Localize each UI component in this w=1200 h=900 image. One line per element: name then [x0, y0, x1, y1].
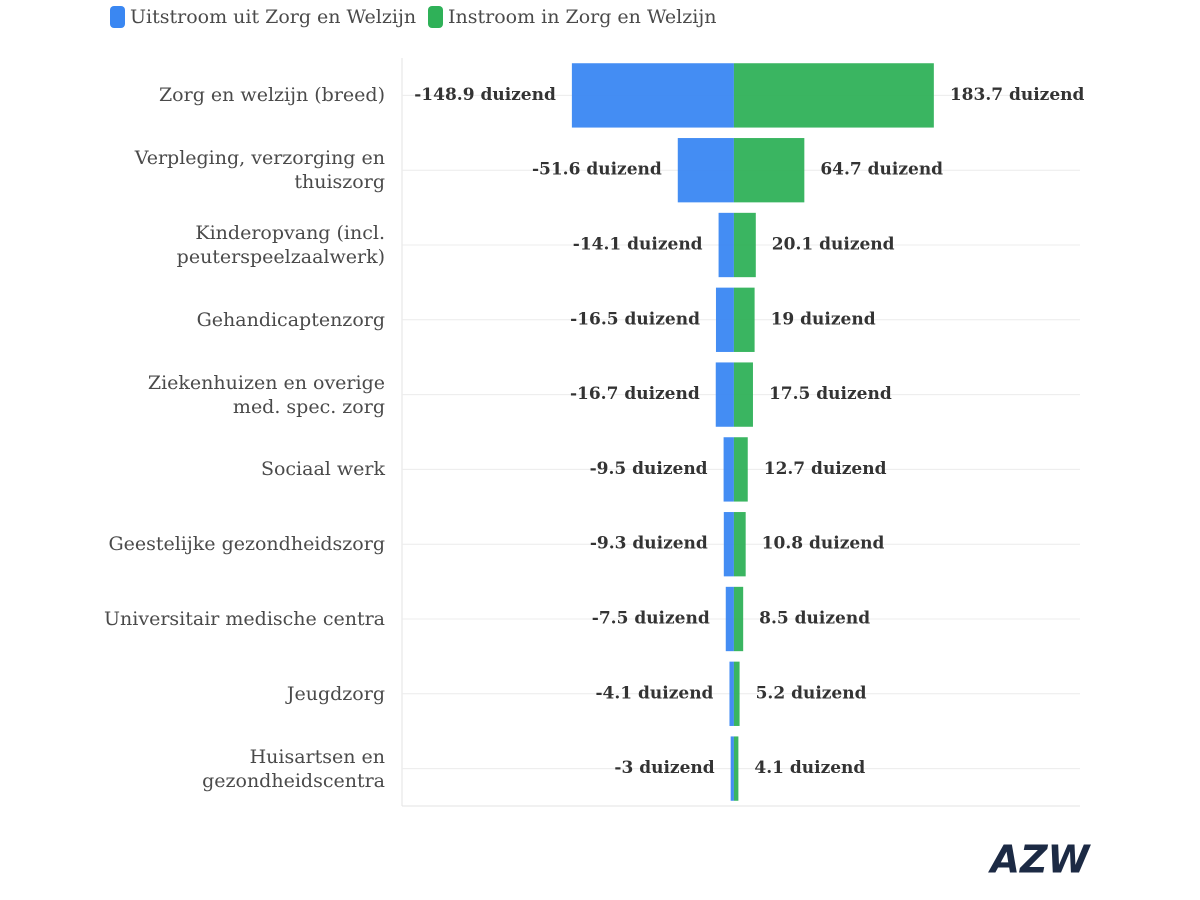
value-label: -7.5 duizend — [592, 609, 710, 629]
category-label: Gehandicaptenzorg — [196, 308, 385, 331]
bar — [733, 362, 753, 427]
category-label: Sociaal werk — [260, 458, 385, 481]
bar — [725, 586, 734, 652]
bar — [733, 138, 805, 203]
category-label: Geestelijke gezondheidszorg — [108, 533, 385, 556]
value-label: 19 duizend — [771, 309, 876, 329]
bar — [733, 437, 748, 502]
category-label: Jeugdzorg — [286, 682, 385, 705]
value-label: 4.1 duizend — [754, 758, 865, 778]
legend-item: Uitstroom uit Zorg en Welzijn — [110, 6, 416, 28]
value-label: 5.2 duizend — [756, 683, 867, 703]
legend-swatch — [110, 6, 125, 28]
legend-swatch — [428, 6, 443, 28]
bar — [571, 63, 734, 128]
bar — [733, 212, 756, 278]
value-label: -148.9 duizend — [414, 85, 556, 105]
bar — [715, 287, 734, 352]
bar — [733, 736, 739, 801]
bar — [730, 736, 734, 801]
bar — [733, 586, 744, 652]
bar — [723, 512, 734, 577]
value-label: 12.7 duizend — [764, 459, 887, 479]
value-label: -9.3 duizend — [590, 534, 708, 554]
legend-label: Instroom in Zorg en Welzijn — [448, 6, 717, 28]
value-label: 10.8 duizend — [762, 534, 885, 554]
value-label: 20.1 duizend — [772, 235, 895, 255]
legend-label: Uitstroom uit Zorg en Welzijn — [130, 6, 417, 28]
bar — [723, 437, 734, 502]
value-label: 8.5 duizend — [759, 609, 870, 629]
category-label: Huisartsen en gezondheidscentra — [202, 745, 385, 792]
value-label: 183.7 duizend — [950, 85, 1085, 105]
value-label: -4.1 duizend — [595, 683, 713, 703]
category-label: Universitair medische centra — [104, 607, 385, 630]
bar — [715, 362, 734, 427]
legend-item: Instroom in Zorg en Welzijn — [428, 6, 716, 28]
category-label: Zorg en welzijn (breed) — [158, 84, 385, 107]
category-label: Verpleging, verzorging en thuiszorg — [134, 147, 385, 194]
bar — [718, 212, 734, 278]
value-label: -3 duizend — [614, 758, 714, 778]
logo: AZW — [988, 838, 1092, 882]
value-label: 64.7 duizend — [820, 160, 943, 180]
bar — [733, 287, 755, 352]
value-label: -9.5 duizend — [590, 459, 708, 479]
value-label: -14.1 duizend — [573, 235, 703, 255]
bar — [733, 661, 740, 726]
bar — [677, 138, 734, 203]
bar — [733, 63, 934, 128]
category-label: Ziekenhuizen en overige med. spec. zorg — [147, 371, 385, 418]
category-label: Kinderopvang (incl. peuterspeelzaalwerk) — [176, 221, 385, 268]
value-label: -16.5 duizend — [570, 309, 700, 329]
value-label: -16.7 duizend — [570, 384, 700, 404]
value-label: 17.5 duizend — [769, 384, 892, 404]
bar — [733, 512, 746, 577]
value-label: -51.6 duizend — [532, 160, 662, 180]
bar — [729, 661, 734, 726]
